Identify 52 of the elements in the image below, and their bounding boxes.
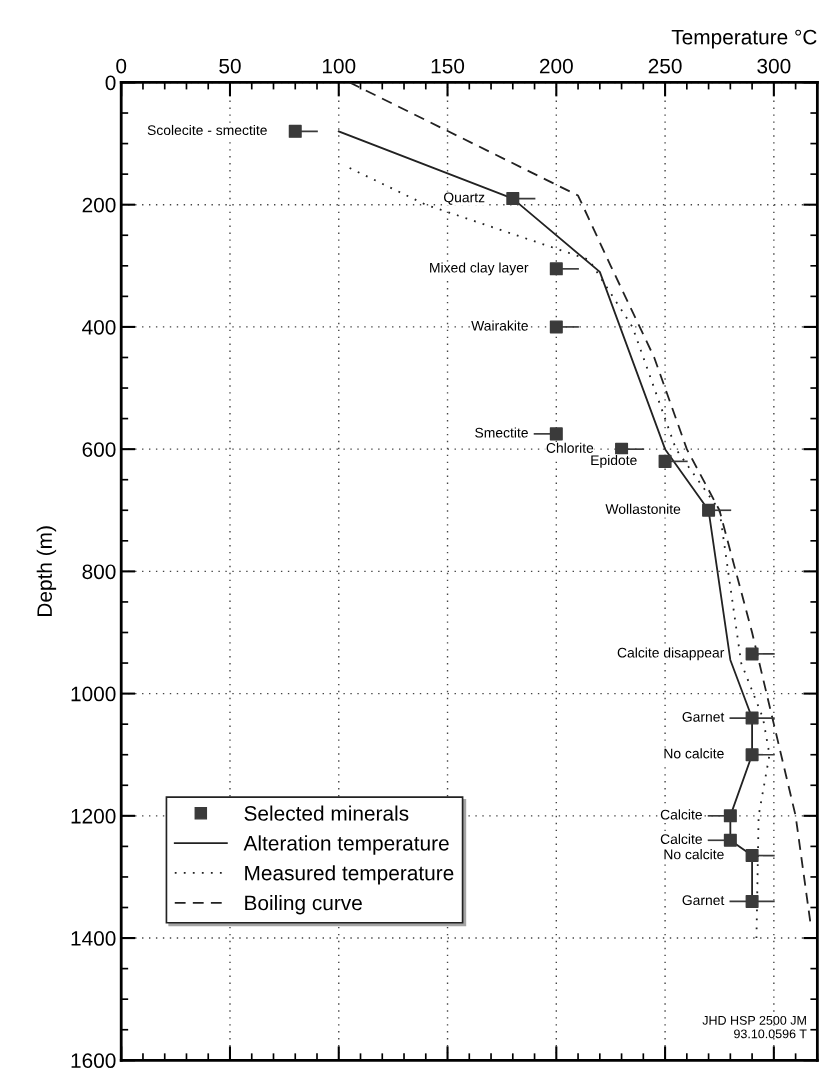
annotation: Chlorite — [546, 442, 594, 453]
annotation: Wairakite — [471, 320, 528, 331]
x-axis-title: Temperature °C — [671, 29, 817, 49]
point — [702, 503, 716, 517]
y-tick-label: 400 — [82, 319, 116, 335]
y-tick-label: 600 — [82, 442, 116, 457]
y-tick-label: 0 — [105, 75, 116, 91]
y-tick-label: 1600 — [71, 1053, 116, 1069]
annotation: Scolecite - smectite — [147, 124, 267, 136]
y-tick-label: 1200 — [71, 808, 116, 824]
legend-label: Selected minerals — [244, 805, 409, 821]
point — [723, 809, 737, 823]
annotation: Smectite — [475, 427, 528, 438]
y-tick-label: 800 — [82, 564, 116, 580]
x-tick-label: 0 — [116, 58, 127, 74]
point — [658, 454, 672, 468]
annotation: Epidote — [591, 454, 637, 468]
annotation: Garnet — [682, 895, 725, 906]
annotation: No calcite — [664, 748, 724, 759]
x-tick-label: 200 — [539, 58, 573, 74]
x-tick-label: 150 — [431, 58, 465, 74]
point — [549, 320, 563, 334]
legend-label: Boiling curve — [245, 895, 362, 915]
x-tick-label: 300 — [757, 58, 791, 74]
point — [723, 833, 737, 847]
legend-label: Alteration temperature — [243, 835, 449, 855]
y-tick-label: 1400 — [71, 931, 116, 946]
legend-label: Measured temperature — [245, 865, 454, 885]
x-tick-label: 250 — [648, 58, 682, 74]
annotation: Mixed clay layer — [430, 262, 529, 276]
x-tick-label: 100 — [322, 58, 356, 74]
annotation: No calcite — [664, 849, 724, 860]
point — [745, 849, 759, 863]
y-axis-title: Depth (m) — [36, 526, 57, 616]
annotation: JHD HSP 2500 JM 93.10.0596 T — [702, 1015, 807, 1039]
point — [745, 894, 759, 908]
y-tick-label: 1000 — [71, 686, 116, 702]
annotation: Wollastonite — [605, 503, 681, 514]
point — [745, 647, 759, 661]
point — [288, 124, 302, 138]
y-tick-label: 200 — [82, 197, 116, 213]
point — [549, 262, 563, 276]
point — [745, 711, 759, 725]
point — [745, 748, 759, 762]
point — [549, 427, 563, 441]
annotation: Garnet — [682, 711, 725, 722]
annotation: Calcite — [660, 833, 702, 845]
annotation: Calcite disappear — [617, 647, 725, 661]
point — [506, 192, 520, 206]
annotation: Quartz — [444, 192, 485, 205]
x-tick-label: 50 — [219, 58, 241, 74]
annotation: Calcite — [660, 809, 702, 820]
